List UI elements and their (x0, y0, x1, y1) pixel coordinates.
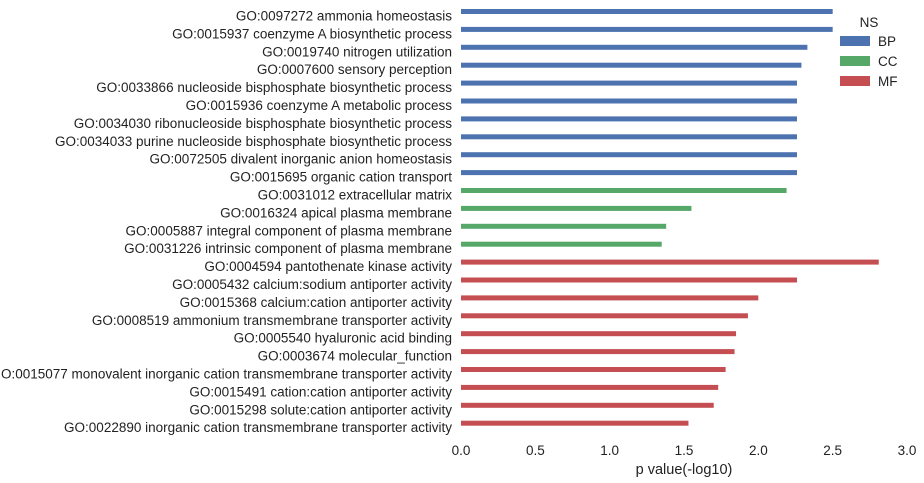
category-label: GO:0008519 ammonium transmembrane transp… (92, 313, 452, 328)
bar-mf (461, 259, 879, 265)
category-label: GO:0015368 calcium:cation antiporter act… (180, 295, 453, 310)
bar-bp (461, 152, 797, 158)
x-axis-title: p value(-log10) (636, 462, 733, 478)
bar-mf (461, 277, 797, 283)
category-label: GO:0005540 hyaluronic acid binding (234, 331, 452, 346)
category-label: GO:0015077 monovalent inorganic cation t… (0, 367, 452, 382)
bar-bp (461, 98, 797, 104)
category-label: GO:0022890 inorganic cation transmembran… (64, 420, 452, 435)
category-label: GO:0003674 molecular_function (258, 349, 452, 364)
x-tick-label: 0.5 (526, 443, 545, 458)
category-label: GO:0015298 solute:cation antiporter acti… (189, 402, 452, 417)
bar-cc (461, 188, 787, 193)
legend-title: NS (860, 15, 879, 30)
bar-bp (461, 116, 797, 122)
x-tick-label: 1.0 (600, 443, 619, 458)
category-label: GO:0005432 calcium:sodium antiporter act… (172, 277, 452, 292)
legend-swatch-bp (840, 36, 870, 46)
x-axis: 0.0 0.5 1.0 1.5 2.0 2.5 3.0 (452, 443, 917, 458)
bar-mf (461, 331, 737, 337)
bar-mf (461, 313, 748, 319)
category-label: GO:0034033 purine nucleoside bisphosphat… (55, 134, 452, 149)
category-label: GO:0019740 nitrogen utilization (262, 44, 452, 59)
category-label: GO:0031226 intrinsic component of plasma… (124, 241, 452, 256)
bar-mf (461, 384, 719, 390)
bar-bp (461, 134, 797, 140)
x-tick-label: 0.0 (452, 443, 471, 458)
category-label: GO:0015936 coenzyme A metabolic process (186, 98, 453, 113)
category-label: GO:0015937 coenzyme A biosynthetic proce… (172, 26, 452, 41)
category-label: GO:0016324 apical plasma membrane (220, 205, 452, 220)
x-tick-label: 1.5 (675, 443, 694, 458)
x-tick-label: 2.5 (823, 443, 842, 458)
bar-bp (461, 62, 802, 68)
bar-mf (461, 367, 726, 372)
bar-mf (461, 420, 689, 426)
bar-bp (461, 170, 797, 176)
bar-bp (461, 26, 833, 32)
category-label: GO:0031012 extracellular matrix (258, 188, 453, 203)
bar-cc (461, 223, 667, 229)
bar-mf (461, 295, 759, 301)
bar-mf (461, 402, 714, 408)
legend-label-mf: MF (878, 74, 898, 89)
category-labels: GO:0097272 ammonia homeostasis GO:0015937… (0, 9, 452, 436)
category-label: GO:0005887 integral component of plasma … (126, 223, 452, 238)
legend-label-bp: BP (878, 34, 896, 49)
bar-cc (461, 241, 662, 247)
category-label: GO:0007600 sensory perception (257, 62, 452, 77)
category-label: GO:0097272 ammonia homeostasis (236, 9, 452, 24)
x-tick-label: 2.0 (749, 443, 768, 458)
bar-mf (461, 349, 735, 355)
bars (461, 9, 879, 426)
legend-label-cc: CC (878, 54, 898, 69)
bar-bp (461, 9, 833, 14)
bar-bp (461, 44, 808, 50)
category-label: GO:0072505 divalent inorganic anion home… (150, 152, 453, 167)
legend: NS BP CC MF (840, 15, 898, 89)
category-label: GO:0033866 nucleoside bisphosphate biosy… (96, 80, 452, 95)
category-label: GO:0015491 cation:cation antiporter acti… (189, 384, 452, 399)
legend-swatch-cc (840, 56, 870, 66)
x-tick-label: 3.0 (898, 443, 917, 458)
category-label: GO:0015695 organic cation transport (230, 170, 452, 185)
bar-bp (461, 80, 797, 86)
bar-cc (461, 205, 692, 211)
category-label: GO:0004594 pantothenate kinase activity (204, 259, 452, 274)
category-label: GO:0034030 ribonucleoside bisphosphate b… (74, 116, 452, 131)
legend-swatch-mf (840, 76, 870, 86)
